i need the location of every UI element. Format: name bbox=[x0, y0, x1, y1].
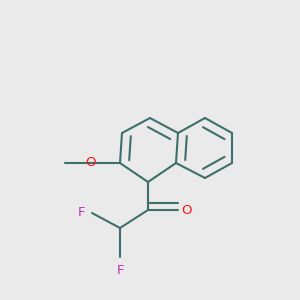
Text: O: O bbox=[181, 203, 192, 217]
Text: F: F bbox=[78, 206, 85, 220]
Text: F: F bbox=[116, 264, 124, 277]
Text: O: O bbox=[85, 157, 95, 169]
